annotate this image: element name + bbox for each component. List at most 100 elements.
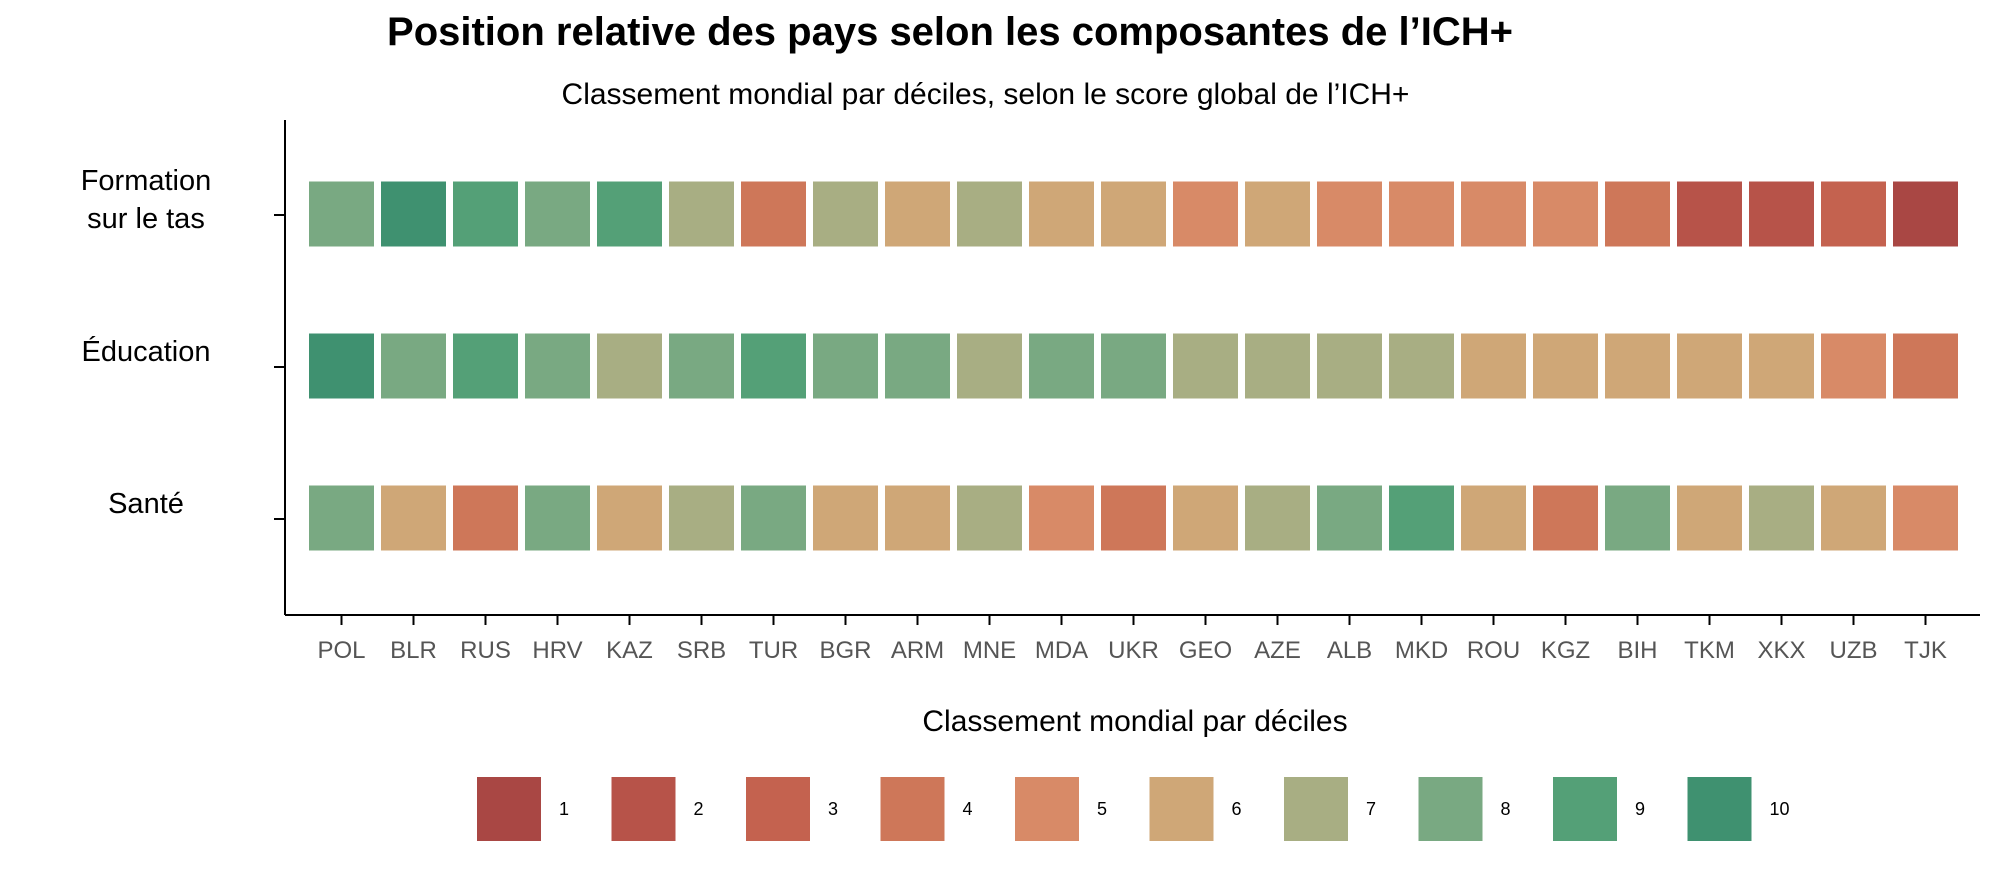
legend-swatch-2 (611, 777, 676, 841)
x-tick-label-xkx: XKX (1757, 637, 1805, 664)
heatmap-cell-kaz-row2 (597, 333, 662, 399)
heatmap-cell-mne-row3 (957, 485, 1022, 551)
heatmap-cell-geo-row3 (1173, 485, 1238, 551)
heatmap-cell-rus-row1 (453, 181, 518, 247)
x-tick-label-arm: ARM (891, 637, 944, 664)
heatmap-cell-xkx-row3 (1749, 485, 1814, 551)
heatmap-cell-hrv-row3 (525, 485, 590, 551)
x-tick-label-bgr: BGR (819, 637, 871, 664)
heatmap-cell-bih-row2 (1605, 333, 1670, 399)
legend-label-4: 4 (963, 799, 973, 819)
heatmap-cell-rus-row2 (453, 333, 518, 399)
heatmap-cell-uzb-row1 (1821, 181, 1886, 247)
chart-title: Position relative des pays selon les com… (387, 10, 1513, 54)
heatmap-cell-bih-row1 (1605, 181, 1670, 247)
heatmap-cell-srb-row3 (669, 485, 734, 551)
legend-label-1: 1 (559, 799, 569, 819)
heatmap-cell-tur-row3 (741, 485, 806, 551)
legend-label-3: 3 (828, 799, 838, 819)
heatmap-cell-pol-row2 (309, 333, 374, 399)
row-label: Santé (108, 488, 184, 520)
axes (274, 120, 1980, 625)
heatmap-cell-xkx-row1 (1749, 181, 1814, 247)
x-tick-label-alb: ALB (1327, 637, 1372, 664)
legend-label-6: 6 (1232, 799, 1242, 819)
legend-label-9: 9 (1635, 799, 1645, 819)
heatmap-cell-aze-row2 (1245, 333, 1310, 399)
heatmap-cell-uzb-row3 (1821, 485, 1886, 551)
heatmap-cell-alb-row2 (1317, 333, 1382, 399)
x-tick-label-rou: ROU (1467, 637, 1520, 664)
heatmap-cell-arm-row2 (885, 333, 950, 399)
legend-label-2: 2 (694, 799, 704, 819)
heatmap-cell-mda-row1 (1029, 181, 1094, 247)
x-tick-label-tkm: TKM (1684, 637, 1735, 664)
heatmap-cell-bgr-row2 (813, 333, 878, 399)
legend-label-8: 8 (1501, 799, 1511, 819)
heatmap-cell-rou-row3 (1461, 485, 1526, 551)
heatmap-cell-tur-row1 (741, 181, 806, 247)
heatmap-cell-arm-row3 (885, 485, 950, 551)
x-tick-label-aze: AZE (1254, 637, 1301, 664)
legend-swatch-9 (1553, 777, 1617, 841)
x-tick-label-bih: BIH (1617, 637, 1657, 664)
heatmap-cell-tkm-row2 (1677, 333, 1742, 399)
legend-label-10: 10 (1770, 799, 1790, 819)
heatmap-cell-hrv-row1 (525, 181, 590, 247)
legend-swatch-10 (1687, 777, 1752, 841)
x-tick-label-pol: POL (317, 637, 365, 664)
x-tick-label-kgz: KGZ (1541, 637, 1590, 664)
heatmap-cell-rou-row2 (1461, 333, 1526, 399)
x-tick-label-kaz: KAZ (606, 637, 653, 664)
heatmap-cell-aze-row3 (1245, 485, 1310, 551)
heatmap-cell-blr-row3 (381, 485, 446, 551)
x-tick-label-rus: RUS (460, 637, 511, 664)
x-tick-label-mkd: MKD (1395, 637, 1448, 664)
heatmap-cell-hrv-row2 (525, 333, 590, 399)
heatmap-cell-srb-row1 (669, 181, 734, 247)
heatmap-cell-pol-row1 (309, 181, 374, 247)
legend-swatch-6 (1149, 777, 1214, 841)
heatmap-cell-geo-row1 (1173, 181, 1238, 247)
heatmap-cell-aze-row1 (1245, 181, 1310, 247)
heatmap-cell-mkd-row3 (1389, 485, 1454, 551)
heatmap-cell-kaz-row1 (597, 181, 662, 247)
heatmap-cell-mkd-row2 (1389, 333, 1454, 399)
heatmap-cell-mda-row3 (1029, 485, 1094, 551)
heatmap-cell-geo-row2 (1173, 333, 1238, 399)
legend-title: Classement mondial par déciles (922, 705, 1348, 738)
heatmap-cell-kgz-row3 (1533, 485, 1598, 551)
heatmap-cell-arm-row1 (885, 181, 950, 247)
heatmap-cell-tjk-row1 (1893, 181, 1958, 247)
legend: 1 2 3 4 5 6 7 8 9 10 (477, 777, 1790, 841)
heatmap-cell-kgz-row2 (1533, 333, 1598, 399)
legend-swatch-4 (880, 777, 945, 841)
heatmap-cell-bih-row3 (1605, 485, 1670, 551)
x-axis-tick-labels: POL BLR RUS HRV KAZ SRB TUR BGR ARM MNE MDA UKR GEO A… (317, 637, 1946, 664)
x-tick-label-tjk: TJK (1904, 637, 1947, 664)
x-tick-label-srb: SRB (677, 637, 726, 664)
heatmap-cell-tkm-row3 (1677, 485, 1742, 551)
legend-swatch-3 (746, 777, 810, 841)
heatmap-cell-tjk-row3 (1893, 485, 1958, 551)
heatmap-cell-tkm-row1 (1677, 181, 1742, 247)
heatmap-cell-pol-row3 (309, 485, 374, 551)
heatmap-cell-mne-row1 (957, 181, 1022, 247)
legend-swatch-1 (477, 777, 541, 841)
chart-subtitle: Classement mondial par déciles, selon le… (561, 78, 1410, 111)
heatmap-cell-xkx-row2 (1749, 333, 1814, 399)
x-tick-label-hrv: HRV (532, 637, 582, 664)
legend-label-7: 7 (1366, 799, 1376, 819)
heatmap-cell-kgz-row1 (1533, 181, 1598, 247)
heatmap-cells (309, 181, 1958, 551)
row-labels: Formation sur le tas Éducation Santé (81, 165, 212, 520)
row-label: sur le tas (87, 203, 205, 235)
heatmap-cell-rus-row3 (453, 485, 518, 551)
row-label: Éducation (82, 335, 211, 368)
x-tick-label-ukr: UKR (1108, 637, 1159, 664)
heatmap-cell-mda-row2 (1029, 333, 1094, 399)
heatmap-cell-ukr-row3 (1101, 485, 1166, 551)
x-tick-label-geo: GEO (1179, 637, 1232, 664)
heatmap-cell-tur-row2 (741, 333, 806, 399)
